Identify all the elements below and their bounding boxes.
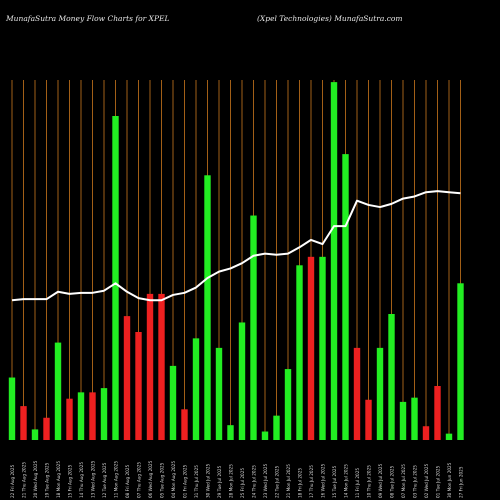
money-flow-bar [20,406,27,440]
x-tick-label: 01 Tue Jul 2025 [436,465,441,498]
money-flow-bar [238,322,246,440]
money-flow-bar [43,417,50,440]
money-flow-bar [158,293,165,440]
x-tick-label: 15 Tue Jul 2025 [332,465,337,498]
x-tick-label: 08 Tue Jul 2025 [390,465,395,498]
x-tick-label: 09 Wed Jul 2025 [378,464,383,498]
money-flow-bar [112,116,119,440]
money-flow-bar [388,314,395,440]
x-tick-label: 22 Tue Jul 2025 [275,465,280,498]
money-flow-bar [135,332,142,440]
x-tick-labels: 22 Fri Aug 2025 21 Thu Aug 2025 20 Wed Aug… [10,460,464,498]
x-tick-label: 12 Tue Aug 2025 [102,462,107,498]
x-tick-label: 19 Tue Aug 2025 [45,462,50,498]
chart-title: MunafaSutra Money Flow Charts for XPEL [6,14,170,23]
money-flow-bar [434,386,441,440]
money-flow-bar [319,256,326,440]
x-tick-label: 06 Wed Aug 2025 [148,460,153,498]
x-tick-label: 07 Thu Aug 2025 [137,462,142,498]
money-flow-bar [284,369,292,440]
x-tick-label: 24 Thu Jul 2025 [252,465,257,498]
x-tick-label: 17 Thu Jul 2025 [309,465,314,498]
x-tick-label: 30 Mon Jun 2025 [447,462,452,498]
money-flow-bar [146,293,154,440]
money-flow-bar [169,365,177,440]
money-flow-bar [100,388,108,440]
x-tick-label: 23 Wed Jul 2025 [263,464,268,498]
x-tick-label: 13 Wed Aug 2025 [91,460,96,498]
money-flow-bar [192,338,200,440]
x-tick-label: 20 Wed Aug 2025 [33,460,38,498]
x-tick-label: 14 Thu Aug 2025 [79,462,84,498]
money-flow-bar [342,154,349,440]
x-tick-label: 22 Fri Aug 2025 [10,465,15,498]
money-flow-bar [261,431,269,440]
x-tick-label: 18 Fri Jul 2025 [298,468,303,498]
money-flow-bar [31,429,39,440]
money-flow-bar [66,398,73,440]
x-tick-label: 18 Mon Aug 2025 [56,461,61,498]
money-flow-bar [307,256,315,440]
x-tick-label: 08 Fri Aug 2025 [125,465,130,498]
x-tick-label: 11 Mon Aug 2025 [114,461,119,498]
x-tick-label: 03 Thu Jul 2025 [413,465,418,498]
money-flow-bar [227,425,234,440]
x-tick-label: 29 Tue Jul 2025 [217,465,222,498]
money-flow-bar [54,342,62,440]
money-flow-bar [376,347,384,440]
x-tick-label: 27 Fri Jun 2025 [459,466,464,498]
money-flow-bar [89,392,96,440]
money-flow-bar [411,397,418,440]
x-tick-label: 11 Fri Jul 2025 [355,468,360,498]
money-flow-bar [77,392,85,440]
price-line [11,190,461,302]
x-tick-label: 04 Mon Aug 2025 [171,461,176,498]
money-flow-bar [365,399,372,440]
x-tick-label: 21 Mon Jul 2025 [286,464,291,498]
money-flow-bar [123,316,131,440]
x-tick-label: 07 Mon Jul 2025 [401,464,406,498]
money-flow-bar [204,175,211,440]
money-flow-bar [181,409,188,440]
money-flow-bar [296,265,303,440]
money-flow-bar [215,347,223,440]
x-tick-label: 25 Fri Jul 2025 [240,468,245,498]
money-flow-bar [273,415,280,440]
x-tick-label: 16 Wed Jul 2025 [321,464,326,498]
money-flow-bar [330,82,338,440]
x-tick-label: 01 Fri Aug 2025 [183,465,188,498]
money-flow-bar [422,426,430,440]
chart-source: (Xpel Technologies) MunafaSutra.com [257,14,403,23]
price-line-group [11,190,461,302]
money-flow-bar [250,215,257,440]
money-flow-bar [457,283,464,440]
money-flow-bar [353,347,361,440]
x-tick-label: 31 Thu Jul 2025 [194,465,199,498]
money-flow-bar [445,433,453,440]
x-tick-label: 10 Thu Jul 2025 [367,465,372,498]
x-tick-label: 15 Fri Aug 2025 [68,465,73,498]
x-tick-label: 05 Tue Aug 2025 [160,462,165,498]
money-flow-bar [399,401,407,440]
x-tick-label: 14 Mon Jul 2025 [344,464,349,498]
money-flow-bar [8,377,16,440]
x-tick-label: 21 Thu Aug 2025 [22,462,27,498]
x-tick-label: 28 Mon Jul 2025 [229,464,234,498]
bars [8,82,464,440]
x-tick-label: 02 Wed Jul 2025 [424,464,429,498]
x-tick-label: 30 Wed Jul 2025 [206,464,211,498]
